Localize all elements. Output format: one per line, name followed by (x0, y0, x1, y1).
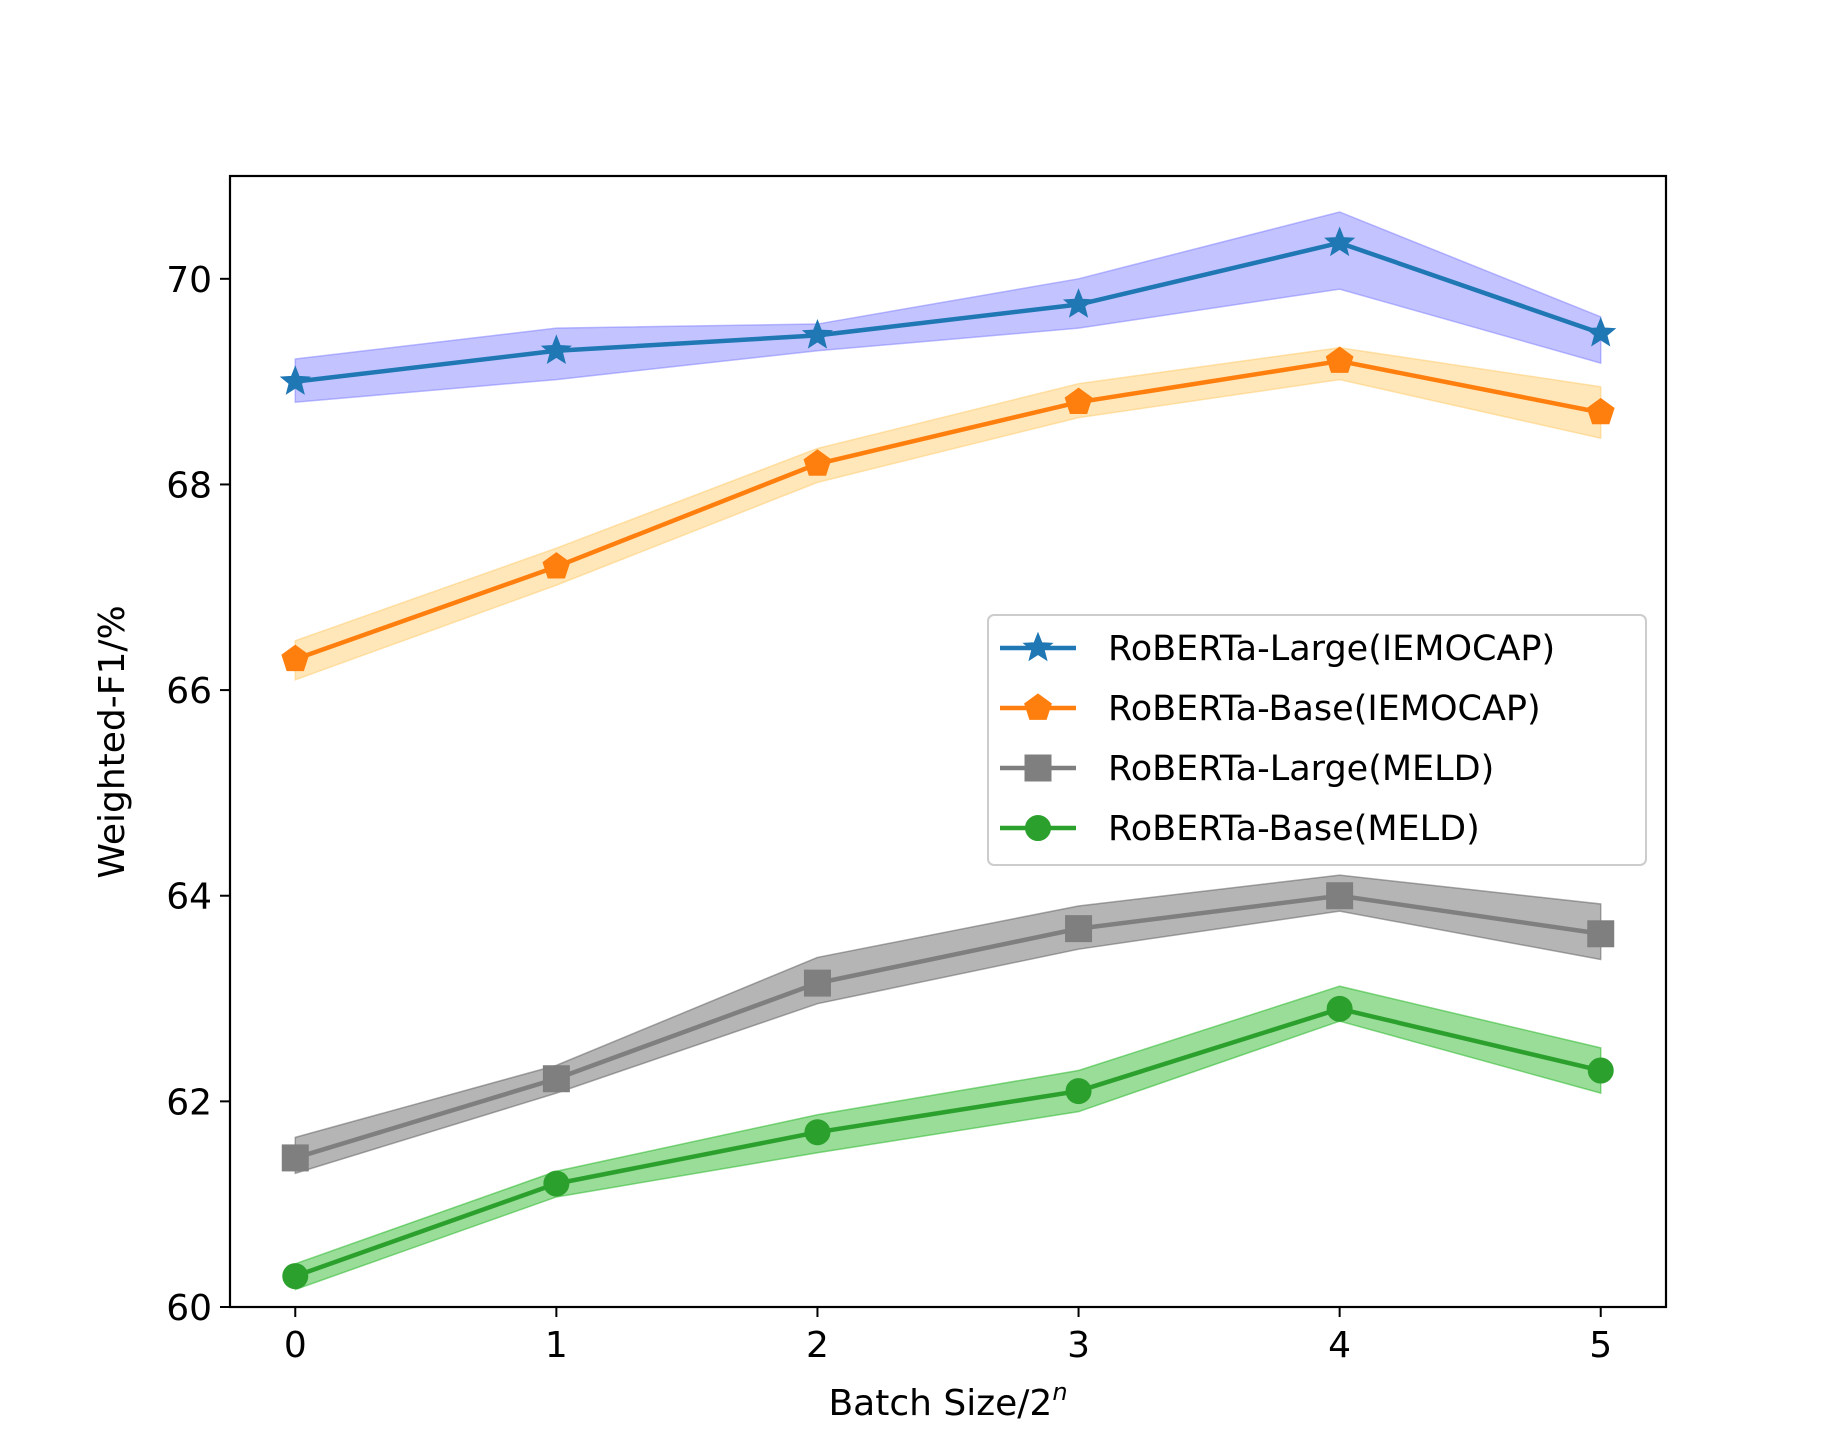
point-roberta-large-meld-4 (1326, 882, 1354, 910)
legend-label-roberta-large-iemocap: RoBERTa-Large(IEMOCAP) (1108, 629, 1555, 669)
x-axis-title: Batch Size/2n (828, 1378, 1067, 1424)
legend-marker-roberta-base-meld (1025, 815, 1051, 841)
legend-frame (987, 614, 1647, 866)
point-roberta-large-iemocap-4 (1324, 226, 1356, 257)
x-tick-label-3: 3 (1067, 1325, 1090, 1366)
point-roberta-large-iemocap-5 (1585, 316, 1617, 347)
point-roberta-base-iemocap-2 (803, 449, 832, 476)
point-roberta-base-iemocap-0 (281, 644, 310, 672)
point-roberta-base-meld-4 (1326, 995, 1353, 1022)
band-roberta-large-meld (294, 874, 1602, 1175)
y-tick-label-2: 64 (166, 877, 212, 918)
point-roberta-base-iemocap-5 (1586, 397, 1615, 425)
point-roberta-large-iemocap-1 (540, 334, 572, 365)
point-roberta-large-meld-2 (803, 969, 831, 997)
y-tick-label-5: 70 (166, 260, 212, 301)
y-tick-label-4: 68 (166, 465, 212, 506)
point-roberta-base-iemocap-4 (1325, 346, 1354, 373)
band-roberta-base-meld (294, 985, 1602, 1291)
y-tick-label-3: 66 (166, 671, 212, 712)
point-roberta-base-meld-0 (282, 1263, 309, 1290)
point-roberta-base-iemocap-3 (1064, 387, 1093, 415)
point-roberta-large-iemocap-2 (801, 319, 834, 349)
point-roberta-base-meld-3 (1065, 1078, 1092, 1105)
x-tick-label-4: 4 (1328, 1325, 1351, 1366)
band-roberta-base-iemocap (294, 346, 1602, 681)
legend-marker-roberta-large-iemocap (1022, 631, 1054, 662)
x-axis: 0 1 2 3 4 5 (284, 1307, 1612, 1366)
point-roberta-large-meld-5 (1587, 920, 1615, 948)
legend-label-roberta-base-iemocap: RoBERTa-Base(IEMOCAP) (1108, 689, 1541, 729)
x-axis-title-text: Batch Size/2 (828, 1383, 1052, 1424)
legend-marker-roberta-base-iemocap (1024, 693, 1052, 720)
point-roberta-base-meld-5 (1587, 1057, 1614, 1084)
point-roberta-large-meld-3 (1065, 915, 1093, 943)
x-tick-label-2: 2 (806, 1325, 829, 1366)
legend-label-roberta-base-meld: RoBERTa-Base(MELD) (1108, 809, 1480, 849)
line-roberta-large-iemocap (295, 240, 1602, 384)
line-roberta-base-meld (294, 1006, 1602, 1279)
y-axis: 60 62 64 66 68 70 (166, 260, 230, 1329)
x-tick-label-5: 5 (1589, 1325, 1612, 1366)
point-roberta-base-meld-2 (804, 1119, 831, 1146)
point-roberta-large-iemocap-0 (279, 365, 311, 395)
point-roberta-large-meld-1 (542, 1065, 570, 1093)
point-roberta-base-meld-1 (543, 1170, 570, 1197)
line-roberta-large-meld (294, 893, 1602, 1161)
x-tick-label-0: 0 (284, 1325, 307, 1366)
legend-label-roberta-large-meld: RoBERTa-Large(MELD) (1108, 749, 1494, 789)
legend: RoBERTa-Large(IEMOCAP) RoBERTa-Base(IEMOC… (987, 614, 1647, 866)
y-tick-label-0: 60 (166, 1288, 212, 1329)
y-axis-title: Weighted-F1/% (92, 605, 133, 878)
point-roberta-large-iemocap-3 (1062, 288, 1095, 318)
line-roberta-base-iemocap (294, 358, 1602, 662)
y-tick-label-1: 62 (166, 1082, 212, 1123)
series-markers (279, 226, 1617, 1290)
plot-frame (228, 174, 1668, 1309)
x-axis-title-superscript: n (1052, 1378, 1067, 1406)
point-roberta-large-meld-0 (281, 1144, 309, 1172)
series-lines (294, 240, 1602, 1279)
x-tick-label-1: 1 (545, 1325, 568, 1366)
legend-marker-roberta-large-meld (1024, 754, 1052, 782)
point-roberta-base-iemocap-1 (542, 552, 571, 579)
